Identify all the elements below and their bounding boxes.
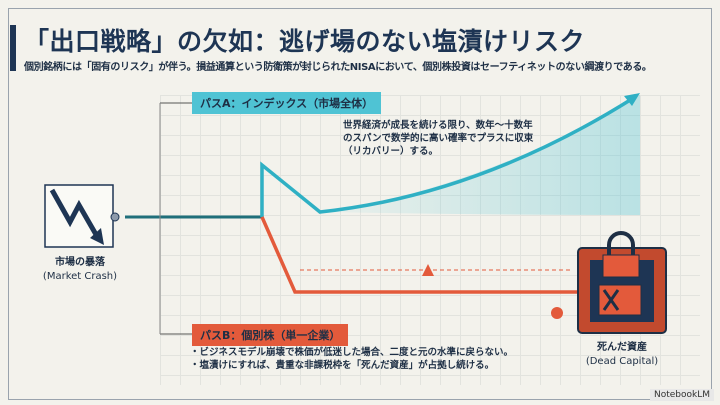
note-line: のスパンで数学的に高い確率でプラスに収束 bbox=[343, 133, 534, 144]
path-a-label: パスA：インデックス（市場全体） bbox=[192, 92, 382, 114]
bullet: ・ビジネスモデル崩壊で株価が低迷した場合、二度と元の水準に戻らない。 bbox=[190, 347, 514, 358]
path-a-note: 世界経済が成長を続ける限り、数年〜十数年 のスパンで数学的に高い確率でプラスに収… bbox=[343, 119, 533, 158]
x-marker-icon bbox=[551, 307, 563, 319]
recovery-fan bbox=[320, 95, 640, 215]
path-b-bullets: ・ビジネスモデル崩壊で株価が低迷した場合、二度と元の水準に戻らない。 ・塩漬けに… bbox=[190, 346, 513, 372]
warning-icon bbox=[422, 264, 434, 276]
crash-label: 市場の暴落 bbox=[55, 257, 105, 268]
dead-label-en: (Dead Capital) bbox=[585, 356, 659, 367]
path-b-label: パスB：個別株（単一企業） bbox=[192, 324, 349, 346]
market-crash-icon bbox=[44, 184, 120, 248]
page-title: 「出口戦略」の欠如：逃げ場のない塩漬けリスク bbox=[24, 27, 586, 56]
path-a-line bbox=[260, 95, 636, 217]
dead-capital-caption: 死んだ資産 (Dead Capital) bbox=[572, 341, 672, 369]
watermark: NotebookLM bbox=[649, 389, 714, 401]
locked-safe-icon bbox=[577, 231, 667, 334]
note-line: 世界経済が成長を続ける限り、数年〜十数年 bbox=[343, 120, 533, 131]
note-line: （リカバリー）する。 bbox=[343, 146, 439, 157]
title-accent bbox=[10, 25, 16, 71]
path-b-line bbox=[260, 216, 585, 294]
frame bbox=[8, 8, 712, 400]
crash-label-en: (Market Crash) bbox=[42, 271, 118, 282]
market-crash-caption: 市場の暴落 (Market Crash) bbox=[30, 256, 130, 284]
path-a-arrowhead bbox=[624, 93, 640, 106]
dead-label: 死んだ資産 bbox=[597, 342, 647, 353]
subtitle: 個別銘柄には「固有のリスク」が伴う。損益通算という防衛策が封じられたNISAにお… bbox=[24, 62, 652, 73]
bullet: ・塩漬けにすれば、貴重な非課税枠を「死んだ資産」が占拠し続ける。 bbox=[190, 360, 495, 371]
